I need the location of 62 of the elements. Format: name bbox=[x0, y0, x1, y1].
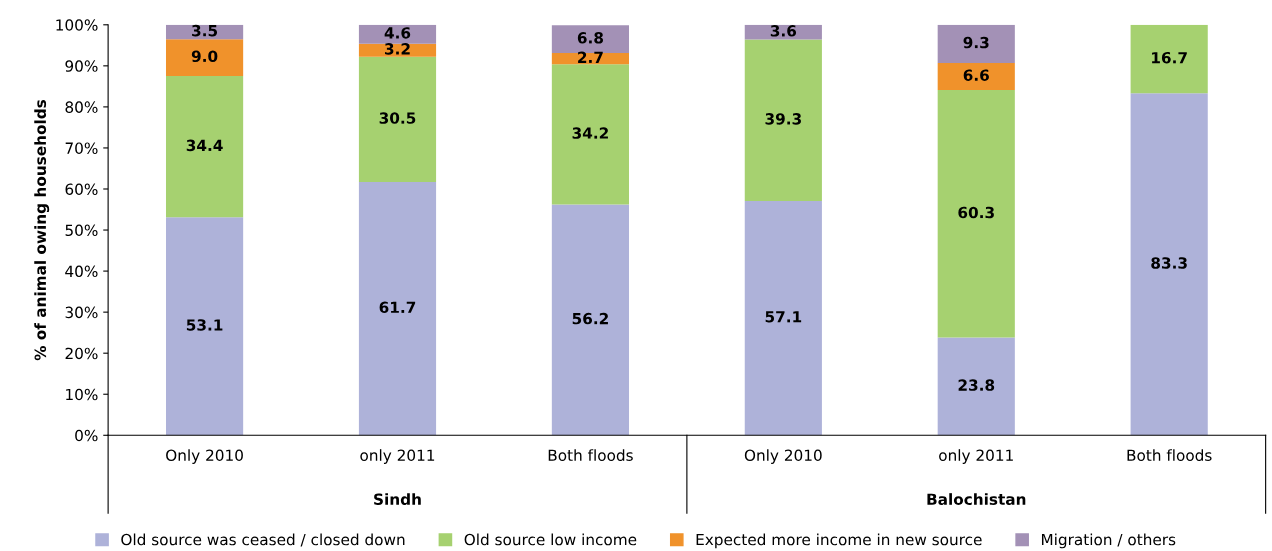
y-axis-title: % of animal owing households bbox=[34, 99, 50, 361]
y-tick-label: 40% bbox=[65, 265, 98, 278]
bar bbox=[937, 62, 1015, 91]
x-tick-label: Only 2010 bbox=[166, 449, 243, 464]
data-label: 16.7 bbox=[1152, 51, 1187, 64]
y-tick-label: 100% bbox=[56, 19, 98, 31]
y-tick-label: 90% bbox=[65, 60, 98, 72]
bar bbox=[358, 182, 437, 436]
data-label: 6.8 bbox=[577, 32, 603, 44]
data-label: 56.2 bbox=[572, 312, 608, 325]
x-tick-label: only 2011 bbox=[360, 449, 435, 464]
bar bbox=[358, 24, 437, 44]
bar bbox=[166, 76, 244, 218]
bar bbox=[744, 24, 822, 40]
data-label: 23.8 bbox=[958, 379, 995, 391]
data-label: 34.4 bbox=[186, 139, 223, 152]
legend-label: Old source was ceased / closed down bbox=[121, 533, 405, 547]
bar bbox=[166, 217, 244, 436]
y-tick-label: 30% bbox=[65, 306, 98, 319]
x-tick-label: only 2011 bbox=[939, 449, 1013, 464]
bar bbox=[551, 64, 629, 205]
x-tick-label: Both floods bbox=[548, 449, 633, 461]
data-label: 3.5 bbox=[192, 24, 218, 37]
bar bbox=[1130, 93, 1208, 436]
bar bbox=[744, 39, 822, 201]
data-label: 6.6 bbox=[963, 69, 989, 81]
data-label: 61.7 bbox=[379, 301, 416, 314]
data-label: 3.6 bbox=[770, 25, 797, 37]
data-label: 9.3 bbox=[963, 36, 989, 49]
bar bbox=[1130, 24, 1208, 94]
text: Sindh bbox=[374, 493, 421, 505]
bar bbox=[937, 24, 1015, 63]
data-label: 3.2 bbox=[384, 43, 410, 55]
y-tick-label: 10% bbox=[66, 388, 98, 401]
data-label: 60.3 bbox=[958, 206, 994, 219]
data-label: 30.5 bbox=[379, 112, 416, 124]
bar bbox=[744, 200, 822, 436]
x-tick-label: Only 2010 bbox=[744, 449, 822, 464]
legend-label: Expected more income in new source bbox=[696, 533, 982, 549]
y-tick-label: 50% bbox=[65, 224, 98, 237]
bar bbox=[358, 56, 437, 183]
x-tick-label: Both floods bbox=[1127, 449, 1212, 461]
bar bbox=[937, 90, 1015, 338]
legend-label: Old source low income bbox=[464, 533, 637, 546]
data-label: 53.1 bbox=[186, 319, 223, 331]
y-tick-label: 20% bbox=[65, 347, 98, 360]
y-tick-label: 70% bbox=[65, 142, 98, 154]
legend-label: Migration / others bbox=[1041, 533, 1176, 549]
bar bbox=[937, 337, 1015, 436]
bar bbox=[551, 204, 629, 436]
y-tick-label: 0% bbox=[75, 429, 98, 442]
y-tick-label: 60% bbox=[65, 183, 98, 196]
data-label: 4.6 bbox=[384, 27, 411, 39]
data-label: 34.2 bbox=[572, 127, 608, 139]
data-label: 83.3 bbox=[1151, 257, 1187, 269]
data-label: 9.0 bbox=[191, 50, 218, 63]
bar bbox=[166, 39, 244, 77]
text: Balochistan bbox=[927, 493, 1026, 505]
data-label: 57.1 bbox=[765, 311, 802, 323]
data-label: 2.7 bbox=[578, 51, 603, 63]
y-tick-label: 80% bbox=[65, 101, 98, 113]
data-label: 39.3 bbox=[765, 113, 801, 125]
